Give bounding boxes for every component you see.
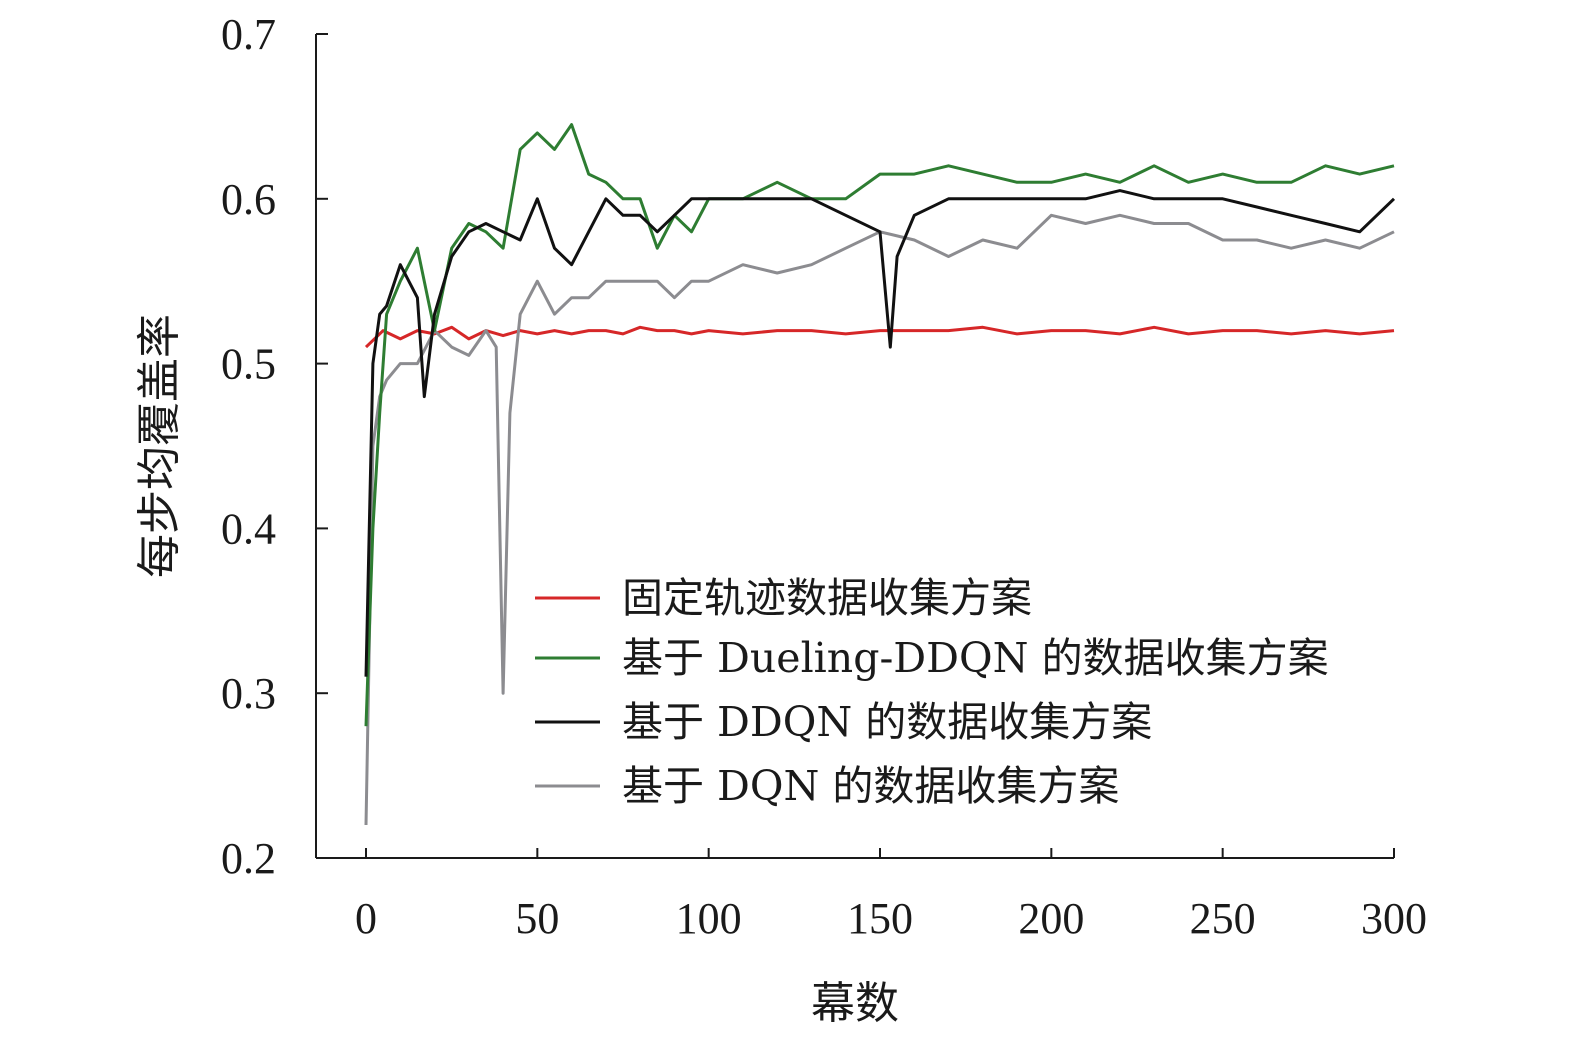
x-tick-label: 100 xyxy=(676,894,742,943)
legend-label-dueling-ddqn: 基于 Dueling-DDQN 的数据收集方案 xyxy=(622,634,1329,682)
legend-label-dqn: 基于 DQN 的数据收集方案 xyxy=(622,762,1119,810)
x-tick-label: 150 xyxy=(847,894,913,943)
y-tick-label: 0.3 xyxy=(221,669,276,718)
y-tick-label: 0.2 xyxy=(221,834,276,883)
y-axis-title: 每步均覆盖率 xyxy=(134,314,185,578)
y-tick-label: 0.5 xyxy=(221,340,276,389)
series-line-fixed-trajectory xyxy=(364,325,1395,349)
x-tick-label: 200 xyxy=(1018,894,1084,943)
series-layer xyxy=(364,123,1396,826)
y-ticks: 0.2 0.3 0.4 0.5 0.6 0.7 xyxy=(221,10,328,883)
x-tick-label: 300 xyxy=(1361,894,1427,943)
x-ticks: 0 50 100 150 200 250 300 xyxy=(355,848,1427,943)
series-line-ddqn xyxy=(364,189,1396,677)
y-tick-label: 0.7 xyxy=(221,10,276,59)
legend-label-fixed-trajectory: 固定轨迹数据收集方案 xyxy=(622,574,1032,622)
x-tick-label: 0 xyxy=(355,894,377,943)
series-line-dueling-ddqn xyxy=(364,123,1395,727)
y-tick-label: 0.6 xyxy=(221,175,276,224)
x-axis-title: 幕数 xyxy=(811,978,899,1029)
x-tick-label: 250 xyxy=(1190,894,1256,943)
y-tick-label: 0.4 xyxy=(221,504,276,553)
series-line-dqn xyxy=(364,213,1395,826)
legend-label-ddqn: 基于 DDQN 的数据收集方案 xyxy=(622,698,1152,746)
x-tick-label: 50 xyxy=(515,894,559,943)
